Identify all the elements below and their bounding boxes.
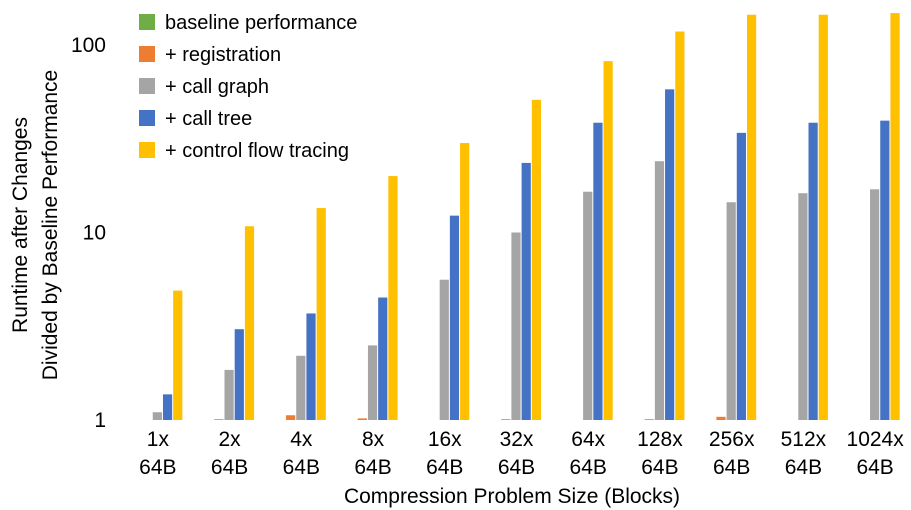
- bar: [224, 369, 234, 420]
- y-axis-title-line-1: Runtime after Changes: [9, 117, 32, 333]
- legend-swatch: [139, 14, 155, 30]
- legend-label: + registration: [165, 44, 281, 66]
- bar: [388, 176, 398, 420]
- legend-swatch: [139, 142, 155, 158]
- bar: [244, 226, 255, 420]
- bar: [173, 290, 183, 420]
- y-axis-title-line-2: Divided by Baseline Performance: [39, 70, 62, 381]
- x-tick-label: 256x: [709, 428, 755, 451]
- x-tick-label-unit: 64B: [498, 456, 535, 479]
- x-tick-label-unit: 64B: [139, 456, 176, 479]
- x-tick-label-unit: 64B: [641, 456, 678, 479]
- legend-swatch: [139, 78, 155, 94]
- x-tick-label: 16x: [428, 428, 462, 451]
- legend-swatch: [139, 110, 155, 126]
- x-tick-label: 1x: [147, 428, 170, 451]
- bar: [357, 418, 367, 420]
- bar: [665, 89, 675, 421]
- x-tick-label-unit: 64B: [785, 456, 822, 479]
- x-tick-label-unit: 64B: [856, 456, 893, 479]
- bar: [603, 61, 613, 420]
- bar: [890, 13, 900, 421]
- bar: [593, 122, 603, 420]
- x-tick-label-unit: 64B: [283, 456, 320, 479]
- bar: [870, 189, 880, 420]
- x-axis-ticks: 1x 64B 2x 64B 4x 64B 8x 64B 16x 64B 32x 64B 64x 64B 12…: [139, 428, 904, 479]
- x-tick-label-unit: 64B: [426, 456, 463, 479]
- legend-swatch: [139, 46, 155, 62]
- x-tick-label-unit: 64B: [354, 456, 391, 479]
- bar: [286, 415, 296, 420]
- x-tick-label: 64x: [571, 428, 605, 451]
- legend-label: + call tree: [165, 108, 252, 130]
- bar: [531, 99, 541, 420]
- x-tick-label-unit: 64B: [713, 456, 750, 479]
- bar: [521, 162, 531, 421]
- x-tick-label: 128x: [637, 428, 683, 451]
- y-tick-label: 1: [94, 409, 106, 432]
- x-tick-label: 2x: [218, 428, 241, 451]
- bar: [746, 14, 757, 421]
- bar: [808, 122, 818, 420]
- bar: [501, 419, 511, 420]
- bar: [880, 120, 890, 420]
- x-axis-title: Compression Problem Size (Blocks): [344, 485, 680, 508]
- legend: baseline performance + registration + call…: [139, 12, 357, 162]
- bar: [296, 355, 306, 420]
- y-axis-title: Runtime after Changes Divided by Baselin…: [9, 70, 62, 381]
- bar: [449, 215, 460, 420]
- x-tick-label-unit: 64B: [570, 456, 607, 479]
- x-tick-label-unit: 64B: [211, 456, 248, 479]
- bar: [306, 313, 316, 420]
- bar: [675, 31, 685, 421]
- bar: [152, 412, 162, 420]
- bar: [798, 193, 808, 420]
- bars: [132, 13, 900, 421]
- bar: [511, 232, 521, 420]
- bar: [654, 161, 665, 420]
- legend-label: + control flow tracing: [165, 140, 349, 162]
- y-axis-ticks: 1 10 100: [71, 34, 106, 432]
- bar: [214, 419, 224, 420]
- bar: [378, 297, 388, 420]
- x-tick-label: 4x: [290, 428, 313, 451]
- bar: [367, 345, 378, 420]
- legend-label: + call graph: [165, 76, 269, 98]
- bar: [234, 329, 244, 420]
- x-tick-label: 512x: [781, 428, 827, 451]
- bar: [736, 132, 746, 420]
- x-tick-label: 8x: [362, 428, 385, 451]
- bar: [439, 279, 449, 420]
- bar: [726, 202, 736, 420]
- bar: [644, 419, 654, 420]
- bar: [716, 416, 726, 420]
- bar: [162, 394, 173, 420]
- y-tick-label: 10: [83, 222, 106, 245]
- bar: [583, 191, 593, 420]
- bar: [316, 208, 326, 420]
- x-tick-label: 1024x: [847, 428, 905, 451]
- legend-label: baseline performance: [165, 12, 357, 34]
- bar: [460, 143, 470, 421]
- y-tick-label: 100: [71, 34, 106, 57]
- x-tick-label: 32x: [500, 428, 534, 451]
- bar: [818, 14, 828, 421]
